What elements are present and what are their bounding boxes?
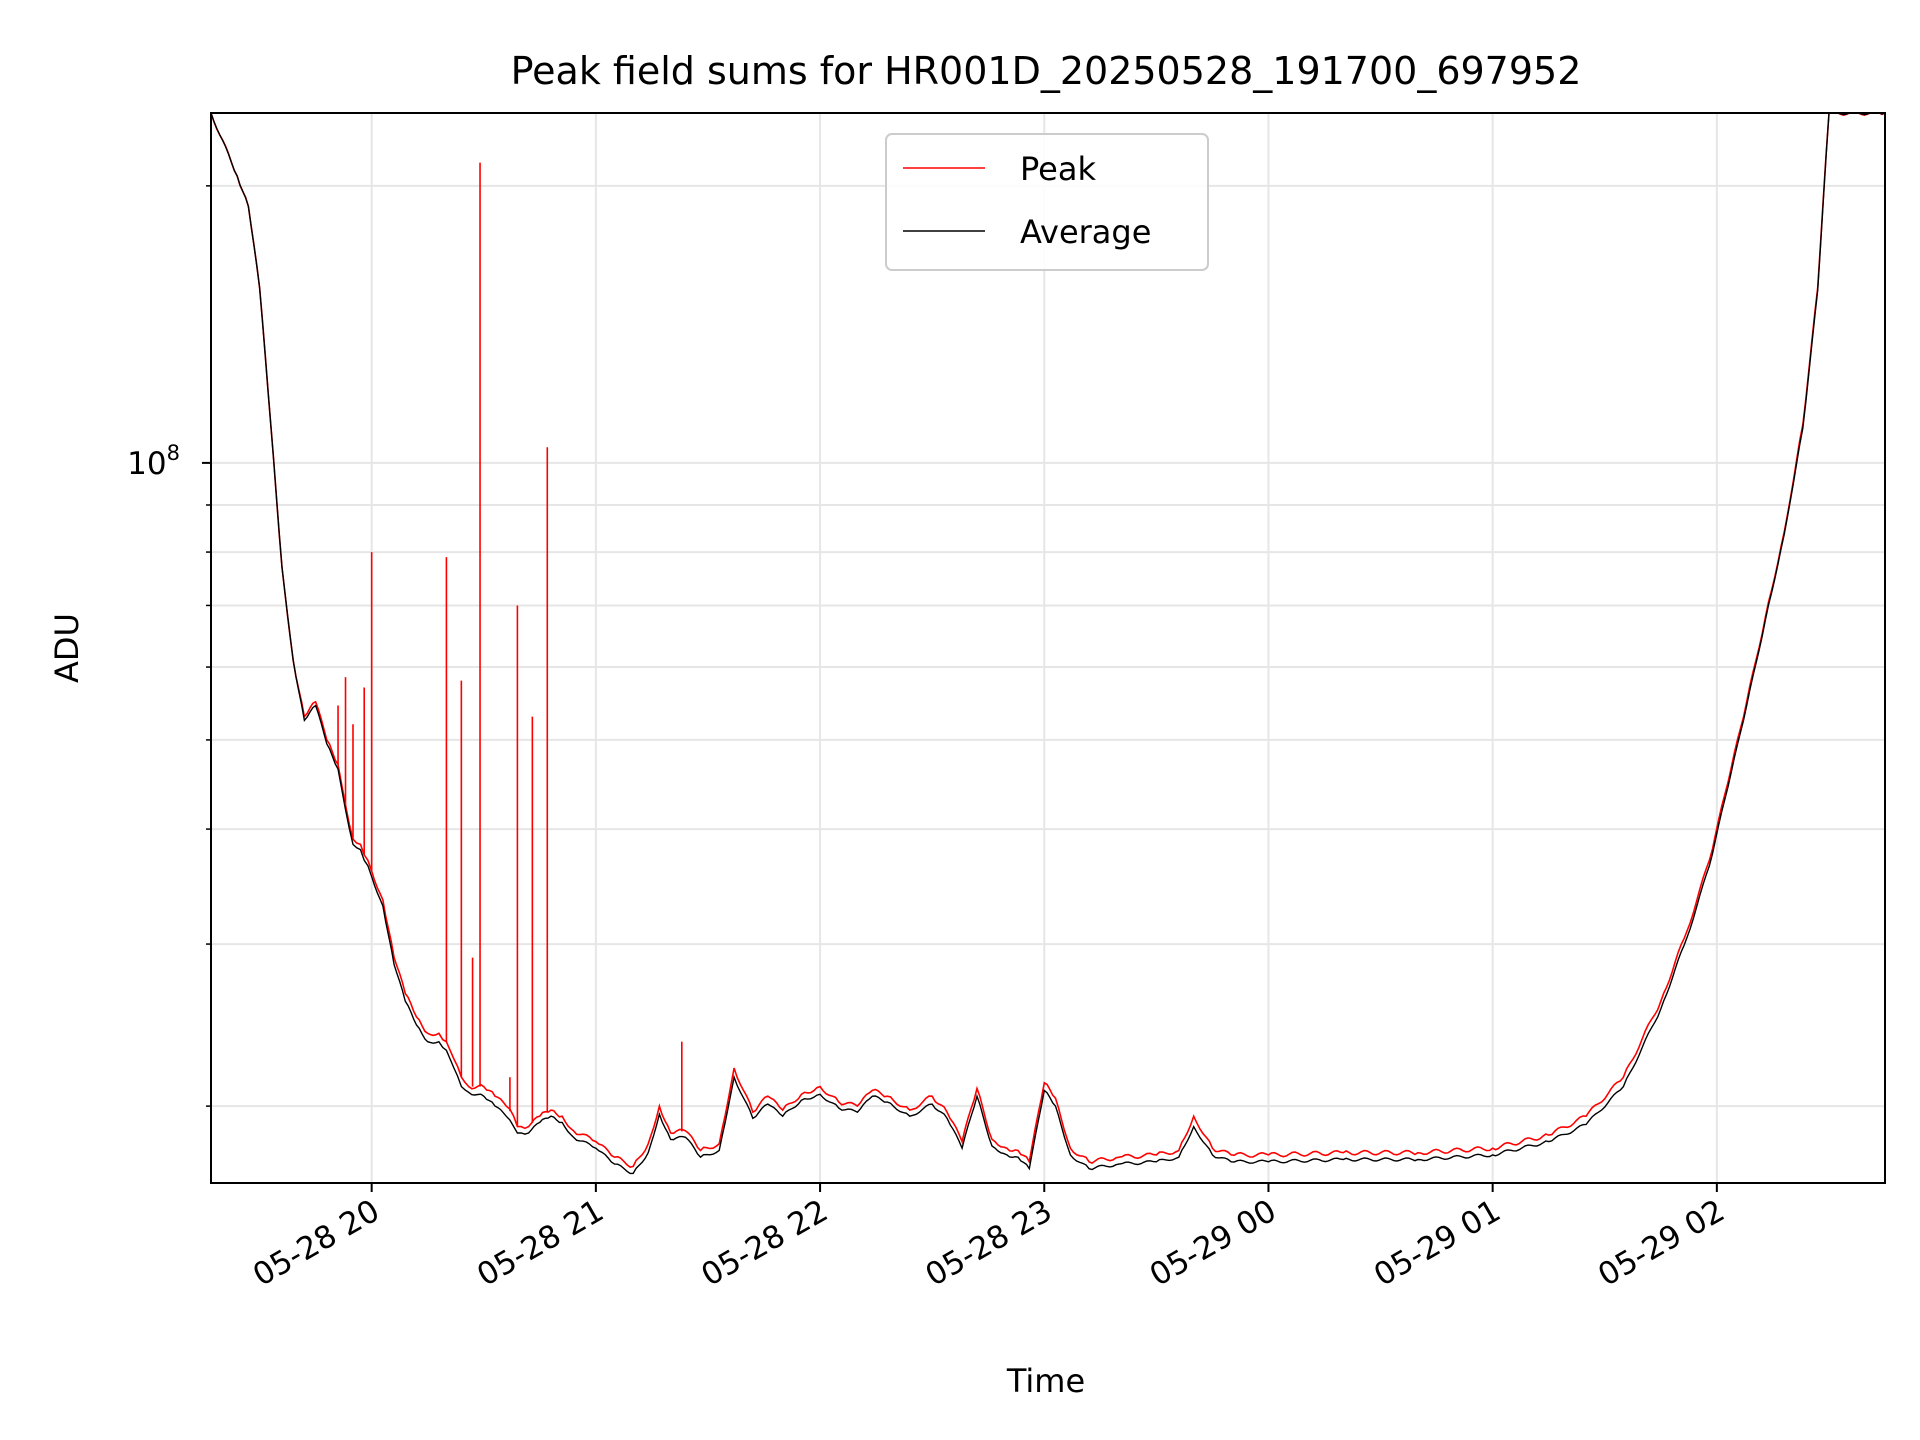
x-tick-label: 05-29 01 (1368, 1193, 1507, 1294)
x-tick-label: 05-29 00 (1144, 1193, 1283, 1294)
x-tick-label: 05-28 23 (920, 1193, 1059, 1294)
legend-label-average: Average (1020, 213, 1151, 251)
x-tick-label: 05-28 22 (695, 1193, 834, 1294)
legend: Peak Average (885, 133, 1209, 271)
legend-label-peak: Peak (1020, 150, 1096, 188)
series-line-average (210, 112, 1886, 1175)
y-tick-label: 108 (127, 441, 180, 482)
x-axis: 05-28 20 05-28 21 05-28 22 05-28 23 05-29 00… (247, 1183, 1731, 1294)
series-line-peak (210, 112, 1886, 1168)
y-tick-exponent: 8 (167, 441, 180, 465)
y-axis: 108 (127, 185, 211, 1107)
x-tick-label: 05-29 02 (1592, 1193, 1731, 1294)
plot-frame (210, 112, 1886, 1184)
x-tick-label: 05-28 21 (471, 1193, 610, 1294)
chart-title: Peak field sums for HR001D_20250528_1917… (511, 49, 1582, 93)
x-axis-label: Time (1006, 1362, 1085, 1400)
x-tick-label: 05-28 20 (247, 1193, 386, 1294)
y-tick-base: 10 (127, 446, 166, 482)
series-lines (210, 112, 1886, 1175)
y-axis-label: ADU (48, 613, 86, 683)
